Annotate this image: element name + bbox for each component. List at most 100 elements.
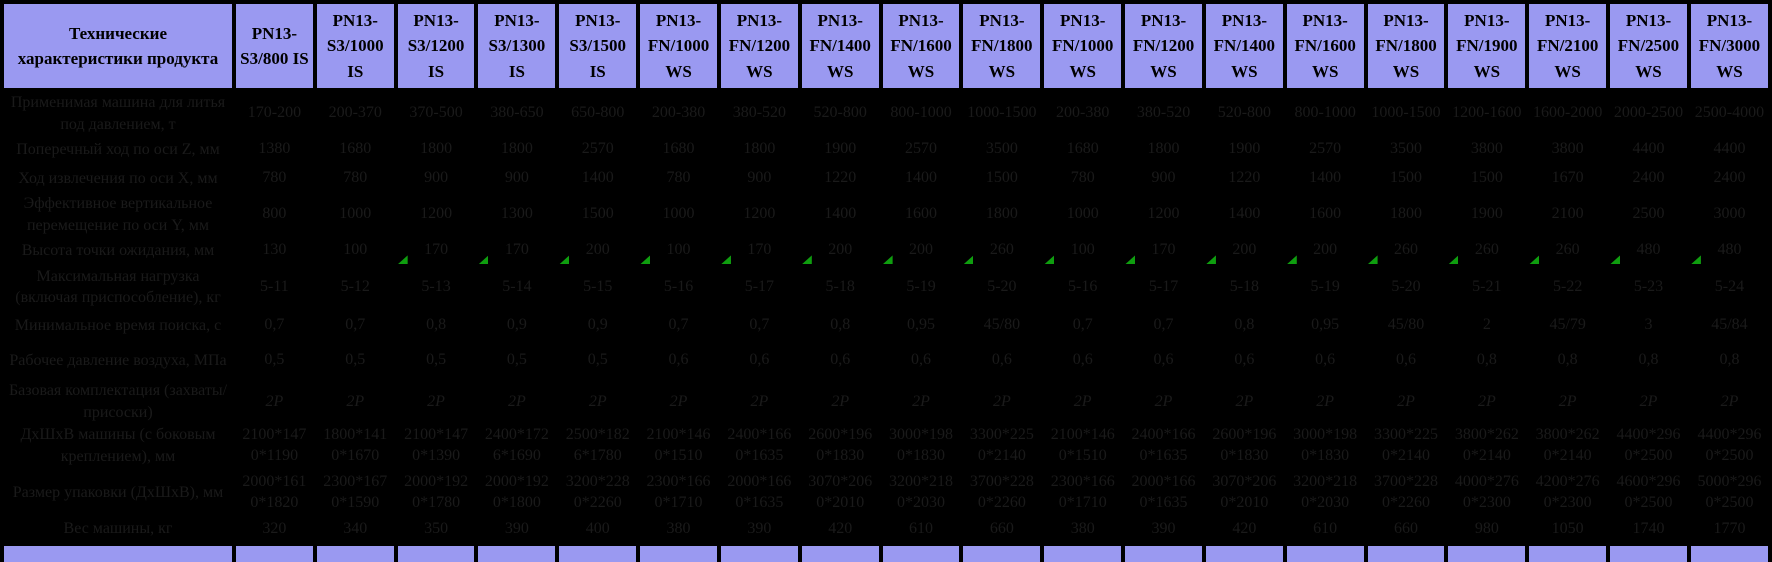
- green-corner-marker-icon: [1044, 255, 1055, 265]
- spec-cell: 1400: [1203, 193, 1285, 237]
- spec-cell: 1900: [799, 135, 881, 165]
- spec-cell: 100: [638, 236, 719, 265]
- table-row: Минимальное время поиска, с 0,7 0,7 0,8 0,9 0…: [2, 310, 1770, 341]
- spec-cell: 2000*1610*1820: [234, 468, 315, 517]
- spec-cell: 5-24: [1688, 255, 1770, 311]
- spec-cell: 0,6: [799, 340, 881, 381]
- spec-cell: 260: [961, 236, 1043, 265]
- green-corner-marker-icon: [640, 255, 651, 265]
- spec-cell: 3200*2180*2030: [1284, 468, 1366, 517]
- table-row: Базовая комплектация (захваты/присоски) 2…: [2, 380, 1770, 424]
- spec-cell: 1400: [880, 164, 962, 194]
- spec-cell: 2570: [1284, 135, 1366, 165]
- spec-cell: 800-1000: [880, 90, 962, 136]
- footer-strip-cell: [1040, 541, 1126, 562]
- footer-strip-cell: [1525, 541, 1611, 562]
- row-label: ДхШхВ машины (с боковым креплением), мм: [2, 423, 234, 469]
- spec-cell: 5-11: [234, 264, 315, 311]
- spec-cell: 45/80: [961, 310, 1043, 341]
- spec-cell: 1000: [638, 193, 719, 237]
- green-corner-marker-icon: [963, 255, 974, 265]
- spec-cell: 170: [1123, 236, 1204, 265]
- spec-cell: 800-1000: [1284, 90, 1366, 136]
- spec-cell: 1220: [1203, 164, 1285, 194]
- table-row: Вес машины, кг 320 340 350 390 400 380 390 420 61…: [2, 516, 1770, 544]
- spec-cell: 2Р: [395, 380, 477, 424]
- row-label: Минимальное время поиска, с: [2, 310, 234, 341]
- spec-cell: 0,7: [638, 310, 719, 341]
- table-row: Поперечный ход по оси Z, мм 1380 1680 1800 1…: [2, 135, 1770, 165]
- spec-cell: 1900: [1446, 193, 1528, 237]
- spec-cell: 2400*1660*1635: [1123, 423, 1204, 469]
- column-header: PN13-FN/1800 WS: [959, 0, 1045, 92]
- spec-cell: 4400*2960*2500: [1688, 423, 1770, 469]
- spec-cell: 0,6: [1365, 340, 1447, 381]
- spec-cell: 0,8: [1446, 340, 1528, 381]
- spec-cell: 370-500: [395, 90, 477, 136]
- row-label: Рабочее давление воздуха, МПа: [2, 340, 234, 381]
- footer-strip-cell: [959, 541, 1045, 562]
- spec-cell: 2100*1460*1510: [1042, 423, 1124, 469]
- spec-cell: 200: [1284, 236, 1366, 265]
- spec-cell: 45/84: [1688, 310, 1770, 341]
- spec-cell: 900: [718, 164, 800, 194]
- spec-cell: 200: [799, 236, 881, 265]
- spec-cell: 200: [880, 236, 962, 265]
- spec-cell: 3070*2060*2010: [1203, 468, 1285, 517]
- spec-cell: 1770: [1688, 516, 1770, 544]
- spec-cell: 1900: [1203, 135, 1285, 165]
- spec-cell: 2Р: [557, 380, 639, 424]
- spec-cell: 0,5: [234, 340, 315, 381]
- footer-strip-cell: [474, 541, 560, 562]
- spec-cell: 1800: [718, 135, 800, 165]
- spec-cell: 1200: [718, 193, 800, 237]
- row-label: Размер упаковки (ДхШхВ), мм: [2, 468, 234, 517]
- spec-cell: 100: [1042, 236, 1124, 265]
- spec-cell: 200: [1203, 236, 1285, 265]
- spec-cell: 5-19: [1284, 255, 1366, 311]
- spec-cell: 2Р: [799, 380, 881, 424]
- spec-cell: 1400: [557, 164, 639, 194]
- spec-cell: 1200-1600: [1446, 90, 1528, 136]
- spec-cell: 2400: [1608, 164, 1689, 194]
- table-row: Высота точки ожидания, мм 130 100 170 170 200…: [2, 236, 1770, 265]
- spec-cell: 3200*2280*2260: [557, 468, 639, 517]
- spec-cell: 4200*2760*2300: [1527, 468, 1609, 517]
- spec-cell: 0,9: [557, 310, 639, 341]
- footer-strip-cell: [716, 541, 802, 562]
- spec-cell: 0,7: [718, 310, 800, 341]
- spec-cell: 2Р: [880, 380, 962, 424]
- green-corner-marker-icon: [1448, 255, 1459, 265]
- spec-cell: 3200*2180*2030: [880, 468, 962, 517]
- spec-cell: 2570: [557, 135, 639, 165]
- spec-cell: 3070*2060*2010: [799, 468, 881, 517]
- spec-cell: 5-13: [395, 255, 477, 311]
- spec-cell: 3500: [961, 135, 1043, 165]
- spec-cell: 1800: [1123, 135, 1204, 165]
- spec-cell: 780: [314, 164, 396, 194]
- spec-cell: 0,8: [1203, 310, 1285, 341]
- spec-cell: 2500-4000: [1688, 90, 1770, 136]
- spec-cell: 2Р: [961, 380, 1043, 424]
- spec-cell: 980: [1446, 516, 1528, 544]
- footer-strip-cell: [312, 541, 398, 562]
- spec-cell: 390: [718, 516, 800, 544]
- spec-cell: 2100*1470*1190: [234, 423, 315, 469]
- row-label: Вес машины, кг: [2, 516, 234, 544]
- spec-cell: 1800: [476, 135, 558, 165]
- spec-cell: 4400: [1688, 135, 1770, 165]
- row-label: Эффективное вертикальное перемещение по …: [2, 193, 234, 237]
- column-header: PN13-S3/1500 IS: [555, 0, 641, 92]
- footer-strip-cell: [1201, 541, 1287, 562]
- spec-cell: 1200: [395, 193, 477, 237]
- column-header: PN13-FN/1200 WS: [1121, 0, 1206, 92]
- spec-cell: 400: [557, 516, 639, 544]
- spec-cell: 0,6: [880, 340, 962, 381]
- spec-cell: 2570: [880, 135, 962, 165]
- row-label: Базовая комплектация (захваты/присоски): [2, 380, 234, 424]
- spec-cell: 0,6: [1042, 340, 1124, 381]
- spec-cell: 5-19: [880, 255, 962, 311]
- footer-strip-cell: [232, 541, 317, 562]
- spec-cell: 1800*1410*1670: [314, 423, 396, 469]
- column-header: PN13-FN/2500 WS: [1606, 0, 1691, 92]
